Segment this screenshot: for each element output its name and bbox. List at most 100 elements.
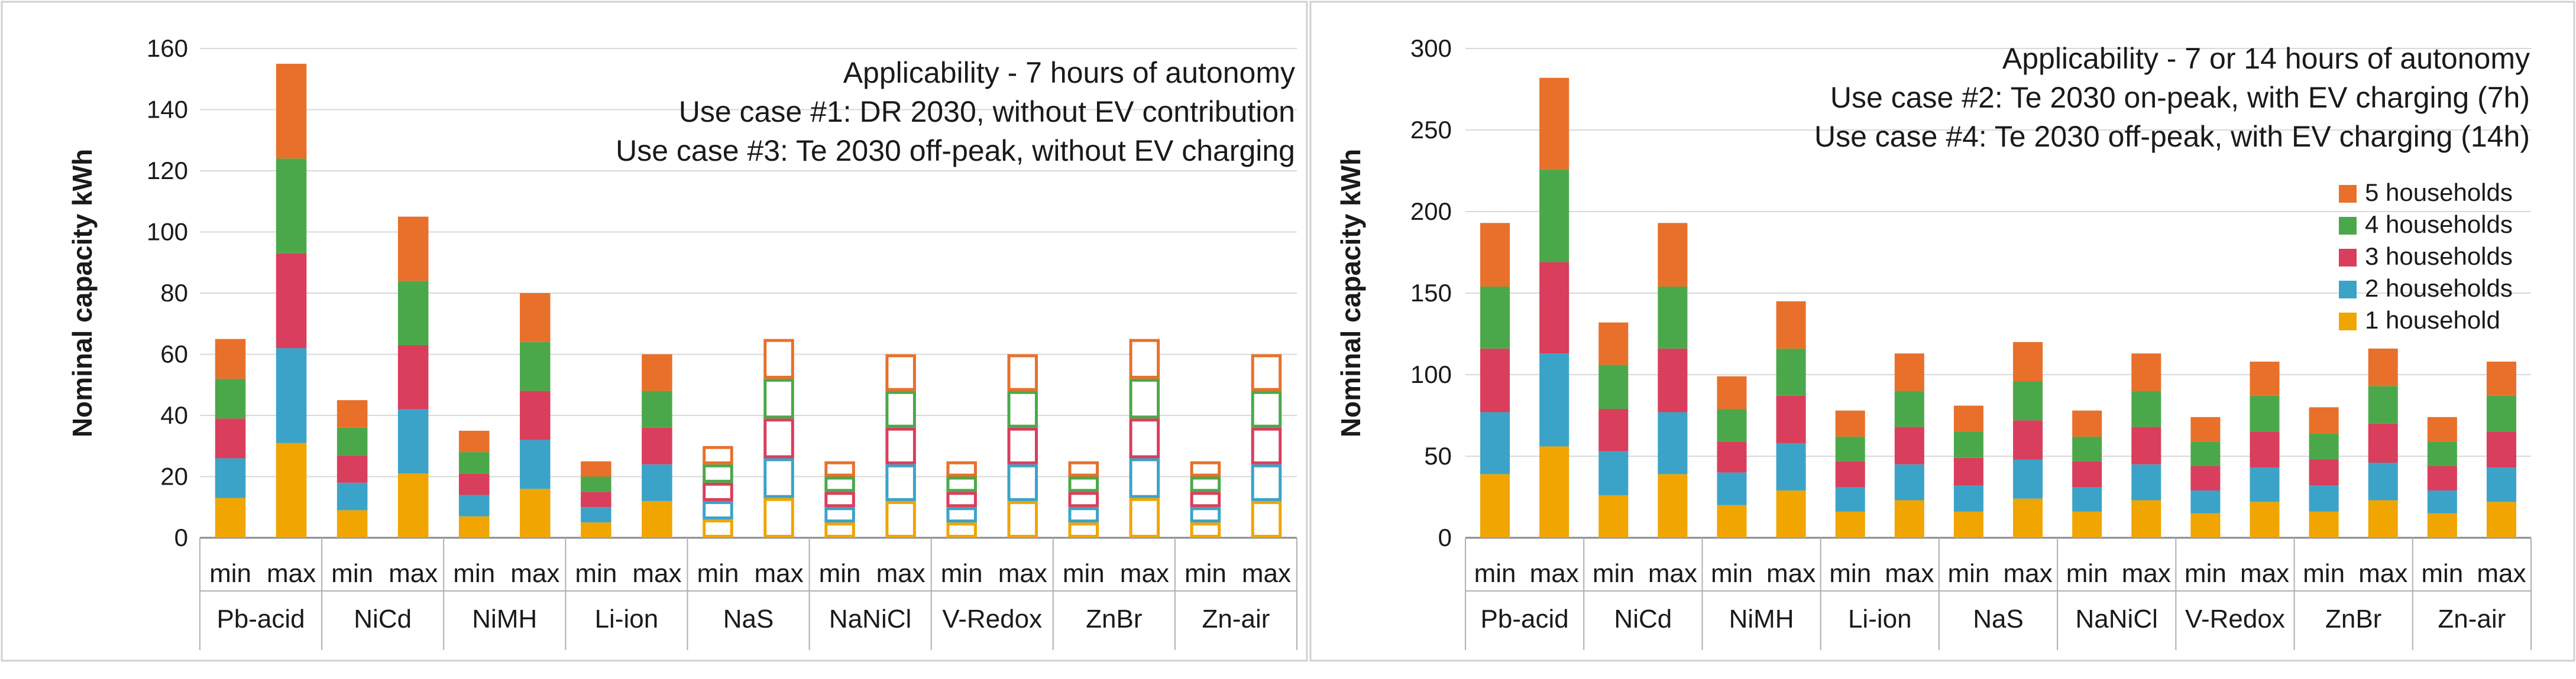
bar-segment-znbr-max-4	[1129, 378, 1160, 419]
x-group-label: Pb-acid	[1481, 605, 1569, 633]
x-sub-tick-label: min	[819, 559, 861, 588]
bar-segment-nimh-min-2	[1717, 472, 1747, 505]
bar-segment-znbr-max-1	[2368, 500, 2398, 538]
x-sub-tick-label: max	[2003, 559, 2052, 588]
bar-segment-v-redox-max-4	[1007, 391, 1038, 428]
bar-segment-nimh-max-2	[1776, 443, 1806, 490]
bar-segment-v-redox-min-1	[946, 522, 977, 538]
x-group-label: Li-ion	[595, 605, 659, 633]
bar-segment-nas-max-5	[763, 339, 794, 379]
bar-segment-nicd-min-2	[1598, 451, 1629, 496]
annotation-line: Use case #1: DR 2030, without EV contrib…	[679, 95, 1295, 128]
bar-segment-nas-min-2	[1953, 485, 1983, 512]
legend-swatch	[2339, 313, 2357, 330]
bar-segment-znbr-min-1	[1068, 522, 1099, 538]
bar-segment-pb-acid-min-2	[1480, 412, 1510, 475]
x-group-label: NaS	[723, 605, 774, 633]
bar-segment-nanicl-min-3	[2072, 461, 2102, 488]
bar-segment-pb-acid-max-3	[1539, 262, 1569, 354]
y-tick-label: 150	[1410, 279, 1452, 307]
bar-segment-pb-acid-min-2	[215, 458, 246, 498]
bar-segment-li-ion-min-2	[1835, 487, 1865, 512]
bar-segment-v-redox-min-3	[946, 492, 977, 508]
x-sub-tick-label: min	[575, 559, 617, 588]
x-sub-tick-label: max	[2358, 559, 2407, 588]
bar-segment-zn-air-max-4	[1251, 391, 1282, 428]
bar-segment-nanicl-min-1	[824, 522, 855, 538]
bar-segment-nimh-max-1	[1776, 490, 1806, 538]
annotation-line: Applicability - 7 hours of autonomy	[843, 56, 1295, 89]
y-tick-label: 200	[1410, 197, 1452, 225]
bar-segment-zn-air-min-3	[2427, 466, 2457, 490]
bar-segment-zn-air-min-5	[1190, 461, 1221, 477]
bar-segment-v-redox-max-1	[1007, 501, 1038, 538]
bar-segment-nanicl-max-1	[885, 501, 916, 538]
legend-label: 2 households	[2365, 274, 2513, 302]
annotation-line: Use case #3: Te 2030 off-peak, without E…	[616, 134, 1295, 167]
bar-segment-nicd-min-2	[336, 482, 368, 511]
bar-segment-v-redox-max-2	[1007, 464, 1038, 501]
bar-segment-nas-max-1	[2013, 498, 2043, 538]
bar-segment-nimh-max-4	[520, 342, 551, 391]
bar-segment-nimh-min-4	[458, 452, 490, 474]
bar-segment-znbr-max-3	[2368, 423, 2398, 463]
bar-segment-znbr-min-5	[2309, 407, 2339, 434]
bar-segment-znbr-max-3	[1129, 418, 1160, 459]
x-sub-tick-label: max	[1530, 559, 1579, 588]
bar-segment-nas-max-4	[2013, 381, 2043, 421]
bar-segment-znbr-min-1	[2309, 511, 2339, 538]
bar-segment-nas-min-1	[703, 519, 733, 538]
bar-segment-znbr-min-2	[1068, 507, 1099, 523]
bar-segment-li-ion-max-5	[1894, 353, 1924, 391]
x-group-label: NiMH	[472, 605, 537, 633]
bar-segment-znbr-max-4	[2368, 386, 2398, 424]
bar-segment-nas-min-3	[1953, 457, 1983, 486]
y-tick-label: 0	[1438, 524, 1452, 551]
bar-segment-nanicl-min-5	[2072, 410, 2102, 437]
bar-segment-v-redox-min-2	[2190, 490, 2221, 514]
bar-segment-v-redox-min-1	[2190, 513, 2221, 538]
bar-segment-v-redox-min-2	[946, 507, 977, 523]
bar-segment-pb-acid-min-3	[1480, 348, 1510, 412]
bar-segment-li-ion-max-1	[1894, 500, 1924, 538]
x-sub-tick-label: min	[941, 559, 983, 588]
bar-segment-zn-air-min-1	[1190, 522, 1221, 538]
bar-segment-v-redox-max-1	[2250, 502, 2280, 538]
x-group-label: ZnBr	[2325, 605, 2381, 633]
bar-segment-pb-acid-max-5	[1539, 77, 1569, 170]
bar-segment-pb-acid-min-3	[215, 418, 246, 459]
annotation-line: Use case #2: Te 2030 on-peak, with EV ch…	[1830, 81, 2530, 114]
bar-segment-nas-max-4	[763, 378, 794, 419]
bar-segment-nicd-max-2	[397, 409, 429, 474]
bar-segment-nanicl-max-4	[2131, 391, 2161, 427]
bar-segment-v-redox-max-3	[1007, 427, 1038, 464]
x-sub-tick-label: min	[1185, 559, 1226, 588]
bar-segment-znbr-max-2	[2368, 463, 2398, 501]
y-tick-label: 0	[174, 524, 188, 551]
x-sub-tick-label: max	[2477, 559, 2526, 588]
y-tick-label: 20	[160, 463, 188, 490]
x-sub-tick-label: max	[2122, 559, 2171, 588]
bar-segment-nimh-max-1	[520, 489, 551, 538]
bar-segment-li-ion-max-1	[642, 501, 672, 538]
bar-segment-v-redox-min-5	[2190, 417, 2221, 442]
legend-label: 3 households	[2365, 242, 2513, 270]
bar-segment-nicd-max-5	[1658, 223, 1688, 287]
bar-segment-nanicl-max-1	[2131, 500, 2161, 538]
bar-segment-pb-acid-max-2	[276, 348, 307, 443]
bar-segment-li-ion-max-5	[642, 354, 672, 391]
bar-segment-v-redox-max-3	[2250, 431, 2280, 468]
bar-segment-nanicl-min-4	[824, 476, 855, 492]
bar-segment-nicd-max-1	[1658, 474, 1688, 538]
bar-segment-znbr-max-1	[1129, 498, 1160, 538]
bar-segment-zn-air-min-1	[2427, 513, 2457, 538]
x-group-label: Zn-air	[1202, 605, 1270, 633]
bar-segment-pb-acid-min-4	[215, 378, 246, 419]
bar-segment-li-ion-min-3	[1835, 461, 1865, 488]
bar-segment-nanicl-max-5	[885, 354, 916, 391]
x-group-label: NaNiCl	[2076, 605, 2158, 633]
bar-segment-zn-air-min-4	[2427, 441, 2457, 466]
bar-segment-znbr-min-5	[1068, 461, 1099, 477]
bar-segment-nanicl-min-1	[2072, 511, 2102, 538]
bar-segment-v-redox-min-4	[2190, 441, 2221, 466]
